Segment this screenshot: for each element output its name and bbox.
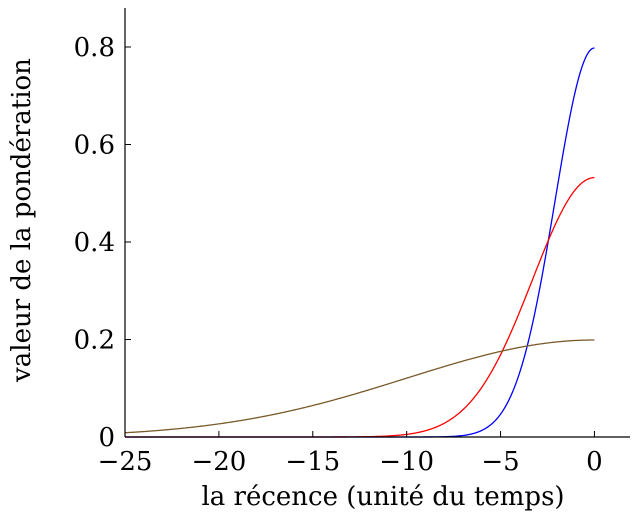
series-line-1 [125, 47, 595, 438]
x-axis-ticks: −25 −20 −15 −10 −5 0 [98, 431, 603, 477]
y-axis-ticks: 0 0.2 0.4 0.6 0.8 [74, 33, 131, 453]
series-lines [124, 47, 595, 438]
y-tick-label: 0.6 [74, 131, 115, 161]
x-tick-label: −5 [481, 447, 519, 477]
y-tick-label: 0.8 [74, 33, 115, 63]
x-tick-label: 0 [586, 447, 603, 477]
x-axis-label: la récence (unité du temps) [201, 482, 564, 512]
y-tick-label: 0.4 [74, 228, 115, 258]
x-tick-label: −20 [191, 447, 246, 477]
series-line-2 [125, 177, 595, 438]
y-tick-label: 0 [98, 423, 115, 453]
x-tick-label: −25 [98, 447, 153, 477]
x-tick-label: −10 [379, 447, 434, 477]
x-tick-label: −15 [285, 447, 340, 477]
y-axis-label: valeur de la pondération [7, 58, 37, 383]
y-tick-label: 0.2 [74, 326, 115, 356]
series-line-3 [124, 339, 595, 434]
